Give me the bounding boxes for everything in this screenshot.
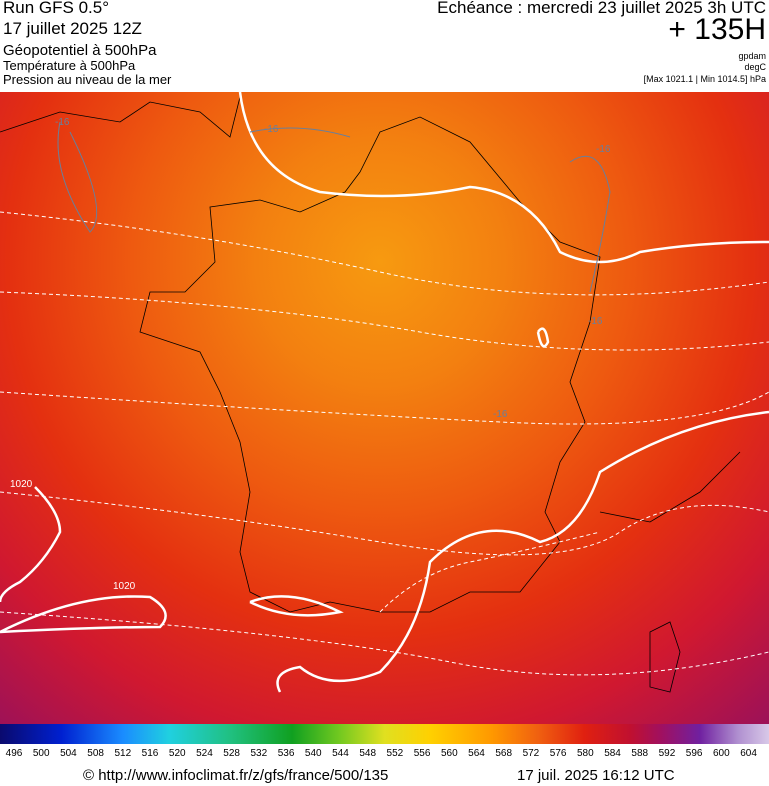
scale-label: 552: [386, 748, 404, 759]
contour-labels: -16 -16 -16 -16 -16: [55, 117, 611, 420]
color-scale: [0, 724, 769, 744]
contour-label: 1020: [113, 581, 136, 592]
contour-label: -16: [596, 144, 611, 155]
scale-label: 496: [5, 748, 23, 759]
scale-label: 568: [495, 748, 513, 759]
scale-label: 560: [440, 748, 458, 759]
scale-label: 520: [168, 748, 186, 759]
scale-label: 528: [223, 748, 240, 759]
scale-label: 600: [713, 748, 730, 759]
pressure-range: [Max 1021.1 | Min 1014.5] hPa: [643, 74, 766, 84]
scale-label: 548: [359, 748, 377, 759]
unit: gpdam: [738, 51, 766, 61]
temperature-field: [0, 92, 769, 724]
pressure-contours: [0, 92, 769, 693]
scale-label: 516: [141, 748, 159, 759]
isotherm: [57, 121, 611, 293]
scale-label: 544: [332, 748, 349, 759]
scale-label: 564: [468, 748, 485, 759]
color-scale-labels: 496 500 504 508 512 516 520 524 528 532 536 540 544 5…: [0, 748, 769, 762]
source: © http://www.infoclimat.fr/z/gfs/france/…: [83, 767, 389, 784]
field: Température à 500hPa: [3, 58, 136, 73]
pressure-labels: 1020 1020: [10, 479, 136, 592]
scale-label: 604: [740, 748, 757, 759]
scale-label: 588: [631, 748, 649, 759]
scale-label: 576: [549, 748, 567, 759]
contour-label: -16: [55, 117, 70, 128]
temperature-contours: [0, 211, 769, 676]
scale-label: 584: [604, 748, 621, 759]
map: -16 -16 -16 -16 -16 1020 1020: [0, 92, 769, 724]
scale-label: 572: [522, 748, 540, 759]
scale-label: 536: [277, 748, 295, 759]
field: Géopotentiel à 500hPa: [3, 42, 157, 59]
contour-label: -16: [493, 409, 508, 420]
scale-label: 540: [304, 748, 322, 759]
scale-label: 504: [60, 748, 77, 759]
scale-label: 596: [685, 748, 703, 759]
scale-label: 500: [32, 748, 50, 759]
unit: degC: [744, 62, 766, 72]
lead-time: + 135H: [668, 13, 766, 46]
run-date: 17 juillet 2025 12Z: [3, 19, 142, 38]
coastline: [0, 96, 741, 693]
scale-label: 508: [87, 748, 104, 759]
scale-label: 592: [658, 748, 676, 759]
run: Run GFS 0.5°: [3, 0, 110, 17]
scale-label: 580: [576, 748, 594, 759]
generated: 17 juil. 2025 16:12 UTC: [517, 767, 675, 784]
scale-label: 532: [250, 748, 268, 759]
field: Pression au niveau de la mer: [3, 72, 172, 87]
scale-label: 512: [114, 748, 132, 759]
contour-label: -16: [264, 124, 279, 135]
echeance: Echéance : mercredi 23 juillet 2025 3h U…: [437, 0, 766, 17]
scale-label: 556: [413, 748, 431, 759]
scale-label: 524: [196, 748, 213, 759]
contour-label: -16: [588, 316, 603, 327]
contour-label: 1020: [10, 479, 33, 490]
